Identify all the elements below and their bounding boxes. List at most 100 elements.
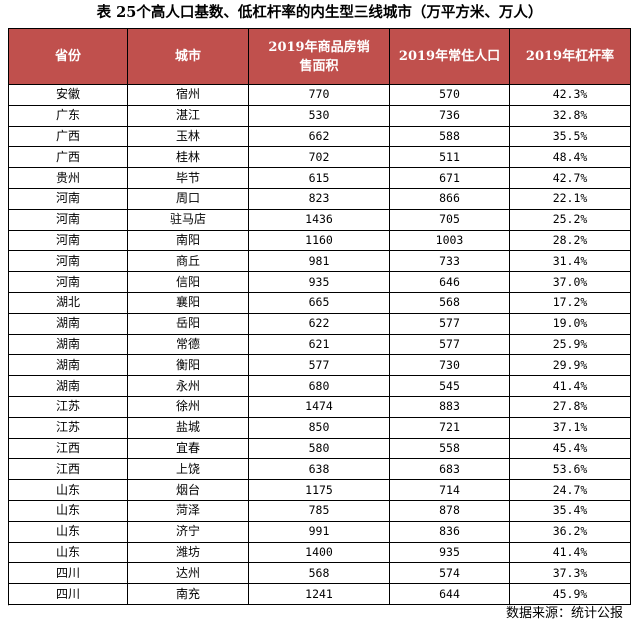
cell-leverage: 24.7% <box>509 479 631 501</box>
cell-province: 河南 <box>8 229 128 252</box>
cell-sales-area: 615 <box>248 167 390 189</box>
cell-city: 永州 <box>127 375 249 397</box>
cell-population: 588 <box>389 125 510 148</box>
cell-population: 736 <box>389 104 510 127</box>
cell-sales-area: 935 <box>248 271 390 293</box>
table-row: 湖南 常德 621 577 25.9% <box>8 333 631 356</box>
cell-population: 714 <box>389 479 510 501</box>
cell-city: 襄阳 <box>127 291 249 314</box>
table-row: 山东 济宁 991 836 36.2% <box>8 520 631 543</box>
cell-city: 上饶 <box>127 458 249 481</box>
cell-sales-area: 991 <box>248 520 390 543</box>
cell-leverage: 45.9% <box>509 583 631 605</box>
cell-city: 湛江 <box>127 104 249 127</box>
table-row: 河南 商丘 981 733 31.4% <box>8 250 631 273</box>
header-row: 省份 城市 2019年商品房销售面积 2019年常住人口 2019年杠杆率 <box>8 28 631 85</box>
cell-province: 江西 <box>8 437 128 460</box>
cell-province: 安徽 <box>8 84 128 106</box>
table-row: 四川 达州 568 574 37.3% <box>8 562 631 585</box>
cell-population: 705 <box>389 208 510 231</box>
table-row: 湖北 襄阳 665 568 17.2% <box>8 291 631 314</box>
table-row: 贵州 毕节 615 671 42.7% <box>8 167 631 189</box>
header-city: 城市 <box>127 28 249 85</box>
cell-population: 866 <box>389 187 510 210</box>
table-row: 四川 南充 1241 644 45.9% <box>8 583 631 605</box>
cell-sales-area: 1436 <box>248 208 390 231</box>
cell-leverage: 19.0% <box>509 312 631 335</box>
cell-leverage: 29.9% <box>509 354 631 377</box>
cell-province: 江苏 <box>8 395 128 418</box>
cell-population: 683 <box>389 458 510 481</box>
table-row: 广西 桂林 702 511 48.4% <box>8 146 631 169</box>
cell-population: 574 <box>389 562 510 585</box>
cell-leverage: 42.3% <box>509 84 631 106</box>
cell-leverage: 41.4% <box>509 541 631 564</box>
cell-sales-area: 1241 <box>248 583 390 605</box>
cell-city: 济宁 <box>127 520 249 543</box>
cell-population: 721 <box>389 416 510 439</box>
cell-province: 山东 <box>8 541 128 564</box>
cell-leverage: 37.3% <box>509 562 631 585</box>
cell-city: 驻马店 <box>127 208 249 231</box>
cell-province: 河南 <box>8 208 128 231</box>
cell-leverage: 35.5% <box>509 125 631 148</box>
table-row: 广西 玉林 662 588 35.5% <box>8 125 631 148</box>
table-row: 河南 信阳 935 646 37.0% <box>8 271 631 293</box>
cell-leverage: 22.1% <box>509 187 631 210</box>
cell-sales-area: 662 <box>248 125 390 148</box>
cell-province: 湖南 <box>8 354 128 377</box>
cell-city: 周口 <box>127 187 249 210</box>
cell-population: 568 <box>389 291 510 314</box>
cell-sales-area: 1160 <box>248 229 390 252</box>
table-row: 河南 驻马店 1436 705 25.2% <box>8 208 631 231</box>
city-table: 省份 城市 2019年商品房销售面积 2019年常住人口 2019年杠杆率 安徽… <box>8 28 631 605</box>
cell-sales-area: 568 <box>248 562 390 585</box>
cell-province: 河南 <box>8 271 128 293</box>
cell-population: 1003 <box>389 229 510 252</box>
cell-population: 558 <box>389 437 510 460</box>
cell-population: 878 <box>389 499 510 522</box>
table-row: 湖南 岳阳 622 577 19.0% <box>8 312 631 335</box>
cell-sales-area: 1175 <box>248 479 390 501</box>
cell-population: 733 <box>389 250 510 273</box>
cell-sales-area: 1400 <box>248 541 390 564</box>
table-row: 江西 宜春 580 558 45.4% <box>8 437 631 460</box>
cell-sales-area: 577 <box>248 354 390 377</box>
header-sales-area: 2019年商品房销售面积 <box>248 28 390 85</box>
cell-leverage: 53.6% <box>509 458 631 481</box>
cell-population: 570 <box>389 84 510 106</box>
cell-population: 511 <box>389 146 510 169</box>
table-row: 江苏 盐城 850 721 37.1% <box>8 416 631 439</box>
cell-leverage: 25.9% <box>509 333 631 356</box>
table-row: 广东 湛江 530 736 32.8% <box>8 104 631 127</box>
cell-city: 宿州 <box>127 84 249 106</box>
cell-sales-area: 850 <box>248 416 390 439</box>
cell-population: 730 <box>389 354 510 377</box>
cell-leverage: 48.4% <box>509 146 631 169</box>
cell-leverage: 28.2% <box>509 229 631 252</box>
cell-city: 岳阳 <box>127 312 249 335</box>
cell-sales-area: 823 <box>248 187 390 210</box>
cell-population: 644 <box>389 583 510 605</box>
cell-population: 883 <box>389 395 510 418</box>
cell-sales-area: 680 <box>248 375 390 397</box>
cell-leverage: 17.2% <box>509 291 631 314</box>
table-row: 江苏 徐州 1474 883 27.8% <box>8 395 631 418</box>
cell-province: 四川 <box>8 583 128 605</box>
cell-province: 山东 <box>8 499 128 522</box>
cell-city: 玉林 <box>127 125 249 148</box>
cell-sales-area: 702 <box>248 146 390 169</box>
cell-province: 贵州 <box>8 167 128 189</box>
cell-province: 四川 <box>8 562 128 585</box>
cell-city: 信阳 <box>127 271 249 293</box>
cell-city: 常德 <box>127 333 249 356</box>
cell-leverage: 45.4% <box>509 437 631 460</box>
cell-province: 湖北 <box>8 291 128 314</box>
cell-city: 南阳 <box>127 229 249 252</box>
cell-province: 湖南 <box>8 312 128 335</box>
cell-province: 山东 <box>8 479 128 501</box>
cell-province: 广西 <box>8 125 128 148</box>
cell-leverage: 41.4% <box>509 375 631 397</box>
cell-population: 545 <box>389 375 510 397</box>
table-row: 江西 上饶 638 683 53.6% <box>8 458 631 481</box>
